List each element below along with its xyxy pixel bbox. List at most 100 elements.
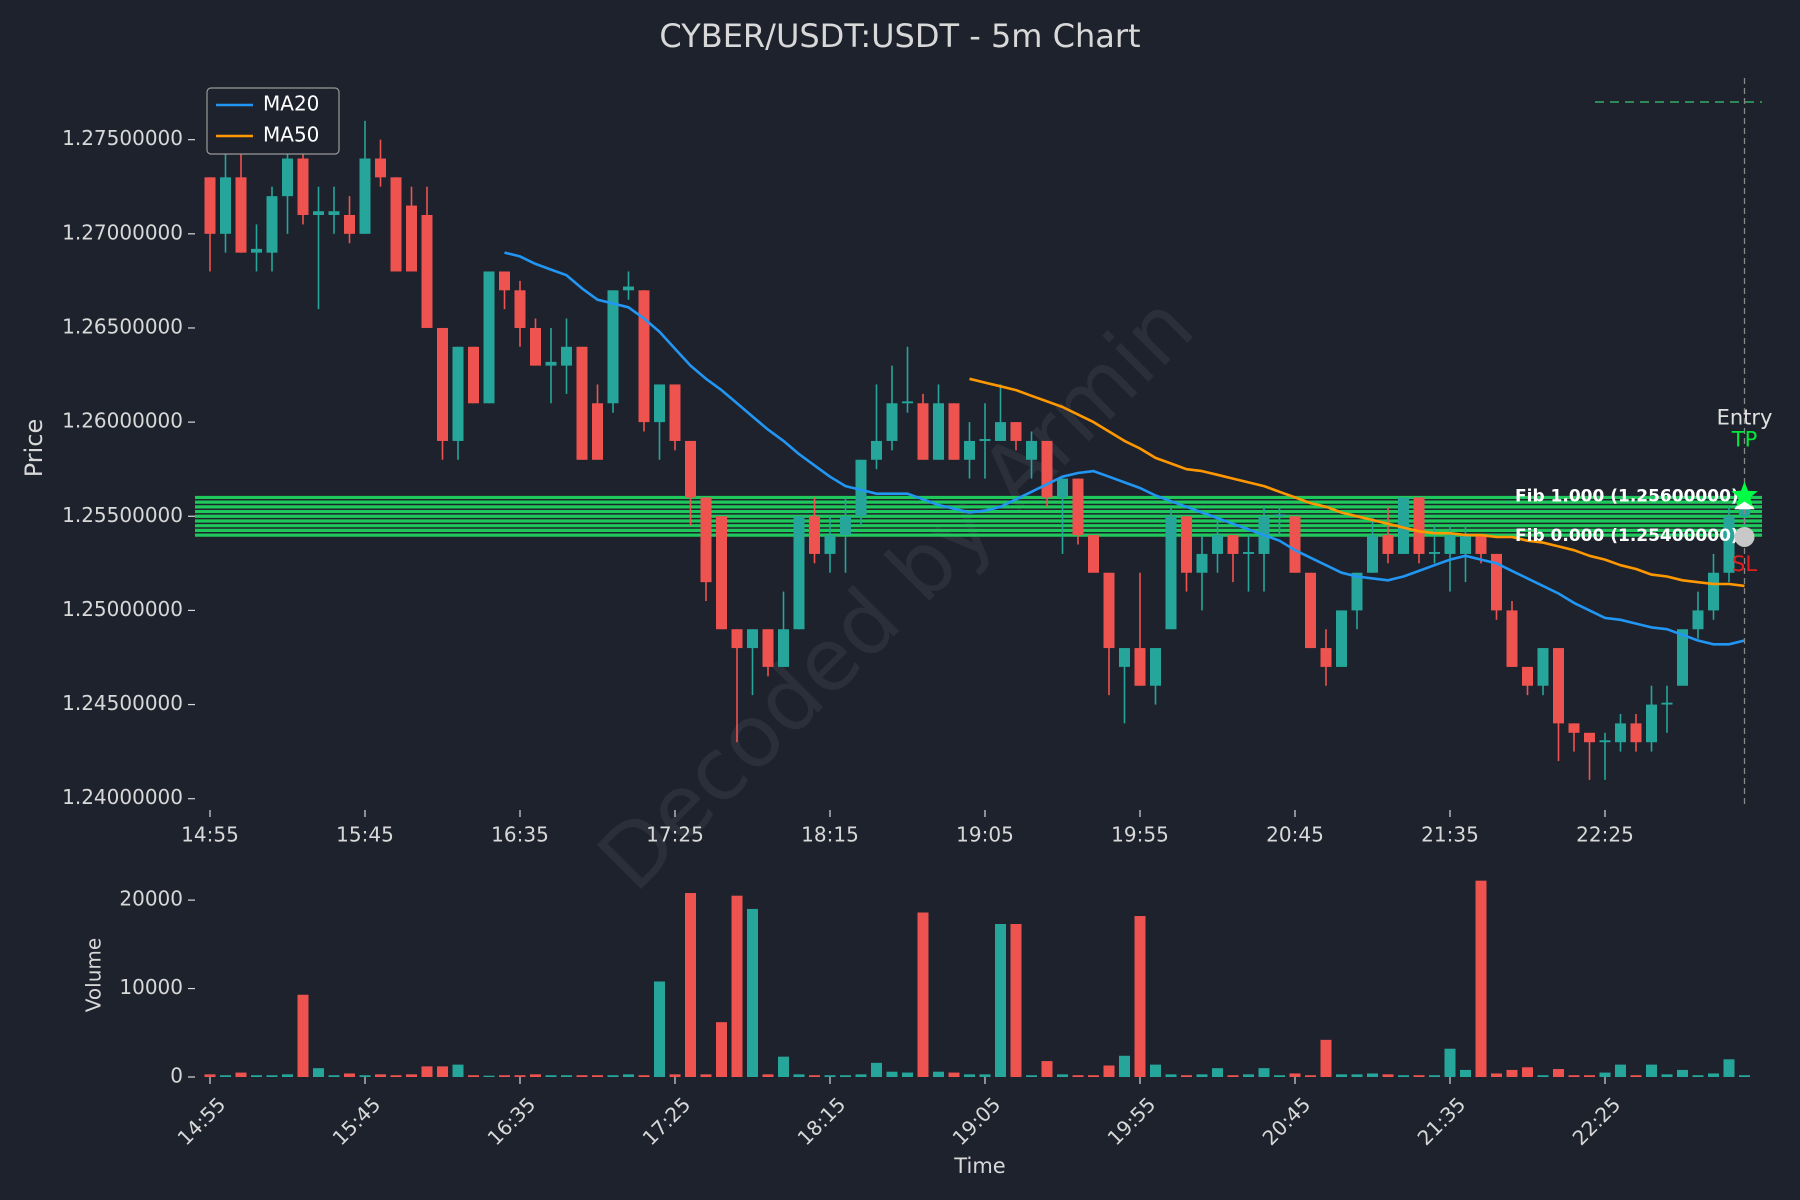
volume-bar — [700, 1074, 712, 1077]
candle-body — [390, 177, 402, 272]
candle-body — [1491, 553, 1502, 611]
candle-body — [1475, 535, 1487, 554]
y-tick-label: 1.25500000 — [62, 503, 183, 527]
candle-body — [204, 177, 216, 234]
volume-bar — [1351, 1074, 1363, 1077]
candle-body — [1398, 497, 1409, 554]
legend-label: MA50 — [263, 123, 319, 147]
candle-body — [1212, 535, 1223, 554]
candle-body — [1553, 648, 1564, 724]
candle-body — [468, 346, 479, 404]
sl-marker — [1734, 526, 1755, 547]
volume-bar — [979, 1074, 991, 1077]
candle-body — [1305, 572, 1316, 649]
candle-body — [1274, 514, 1285, 517]
x-tick-label: 15:45 — [336, 823, 394, 847]
candle-body — [1460, 535, 1471, 554]
y-tick-label: 1.27500000 — [62, 126, 183, 150]
volume-bar — [344, 1073, 355, 1077]
volume-bar — [1553, 1069, 1564, 1077]
volume-bar — [1460, 1069, 1471, 1077]
volume-bar — [1537, 1075, 1549, 1077]
volume-bar — [576, 1075, 588, 1077]
candle-body — [1181, 516, 1192, 573]
x-tick-label: 20:45 — [1266, 823, 1324, 847]
y-tick-label: 1.26500000 — [62, 314, 183, 338]
candle-body — [1677, 629, 1688, 686]
volume-bar — [793, 1074, 805, 1077]
candle-body — [235, 177, 247, 253]
volume-bar — [514, 1075, 526, 1077]
volume-bar — [545, 1075, 557, 1077]
y-axis-label: Price — [20, 419, 48, 478]
volume-bar — [499, 1075, 510, 1077]
candle-body — [545, 361, 557, 366]
candle-body — [499, 271, 510, 291]
y-tick-label: 1.25000000 — [62, 597, 183, 621]
volume-bar — [1026, 1075, 1037, 1077]
candle-body — [731, 629, 743, 649]
candle-body — [1196, 553, 1208, 573]
candle-body — [1584, 732, 1595, 743]
candle-body — [1615, 723, 1626, 743]
candle-body — [514, 290, 526, 328]
candle-body — [840, 516, 851, 536]
candle-body — [716, 516, 727, 630]
candle-body — [576, 346, 588, 460]
x-tick-label: 16:35 — [491, 823, 549, 847]
x-axis-label: Time — [953, 1154, 1005, 1178]
volume-bar — [437, 1066, 448, 1077]
volume-bar — [638, 1075, 650, 1077]
volume-bar — [1506, 1069, 1518, 1077]
volume-bar — [1010, 923, 1022, 1077]
candle-body — [452, 346, 464, 441]
tp-label: TP — [1731, 428, 1758, 452]
candle-body — [1537, 648, 1549, 686]
candle-body — [1320, 648, 1332, 667]
volume-bar — [1723, 1059, 1735, 1077]
candle-body — [1103, 572, 1115, 649]
legend-label: MA20 — [263, 92, 319, 116]
volume-bar — [1646, 1064, 1657, 1077]
volume-bar — [964, 1074, 975, 1077]
candle-body — [654, 384, 665, 423]
x-tick-label: 17:25 — [646, 823, 704, 847]
candle-body — [375, 158, 386, 178]
volume-bar — [1630, 1075, 1642, 1077]
candle-body — [886, 403, 898, 441]
volume-bar — [1336, 1074, 1347, 1077]
volume-bar — [1212, 1068, 1223, 1077]
volume-bar — [1227, 1075, 1239, 1077]
candle-body — [809, 516, 820, 554]
x-tick-label: 19:55 — [1111, 823, 1169, 847]
chart-title: CYBER/USDT:USDT - 5m Chart — [659, 17, 1140, 55]
volume-bar — [840, 1075, 851, 1077]
volume-bar — [592, 1075, 603, 1077]
volume-bar — [1367, 1073, 1378, 1077]
volume-bar — [886, 1071, 898, 1077]
volume-bar — [1150, 1064, 1161, 1077]
volume-bar — [1444, 1048, 1456, 1077]
volume-bar — [824, 1075, 836, 1077]
volume-bar — [220, 1075, 231, 1077]
candle-body — [762, 629, 774, 667]
volume-bar — [375, 1074, 386, 1077]
volume-bar — [1258, 1068, 1270, 1077]
volume-bar — [716, 1022, 727, 1077]
x-tick-label: 19:05 — [956, 823, 1014, 847]
candle-body — [1630, 723, 1642, 743]
candle-body — [1010, 422, 1022, 441]
volume-bar — [1708, 1073, 1719, 1077]
volume-bar — [747, 908, 758, 1077]
x-tick-label: 22:25 — [1576, 823, 1634, 847]
candle-body — [1599, 740, 1611, 743]
candle-body — [1119, 648, 1130, 667]
volume-bar — [1181, 1075, 1192, 1077]
y2-tick-label: 20000 — [119, 887, 183, 911]
volume-bar — [1320, 1039, 1332, 1077]
volume-bar — [623, 1074, 634, 1077]
volume-bar — [1274, 1075, 1285, 1077]
volume-bar — [1057, 1074, 1068, 1077]
candle-body — [1165, 516, 1177, 630]
volume-bar — [266, 1075, 278, 1077]
